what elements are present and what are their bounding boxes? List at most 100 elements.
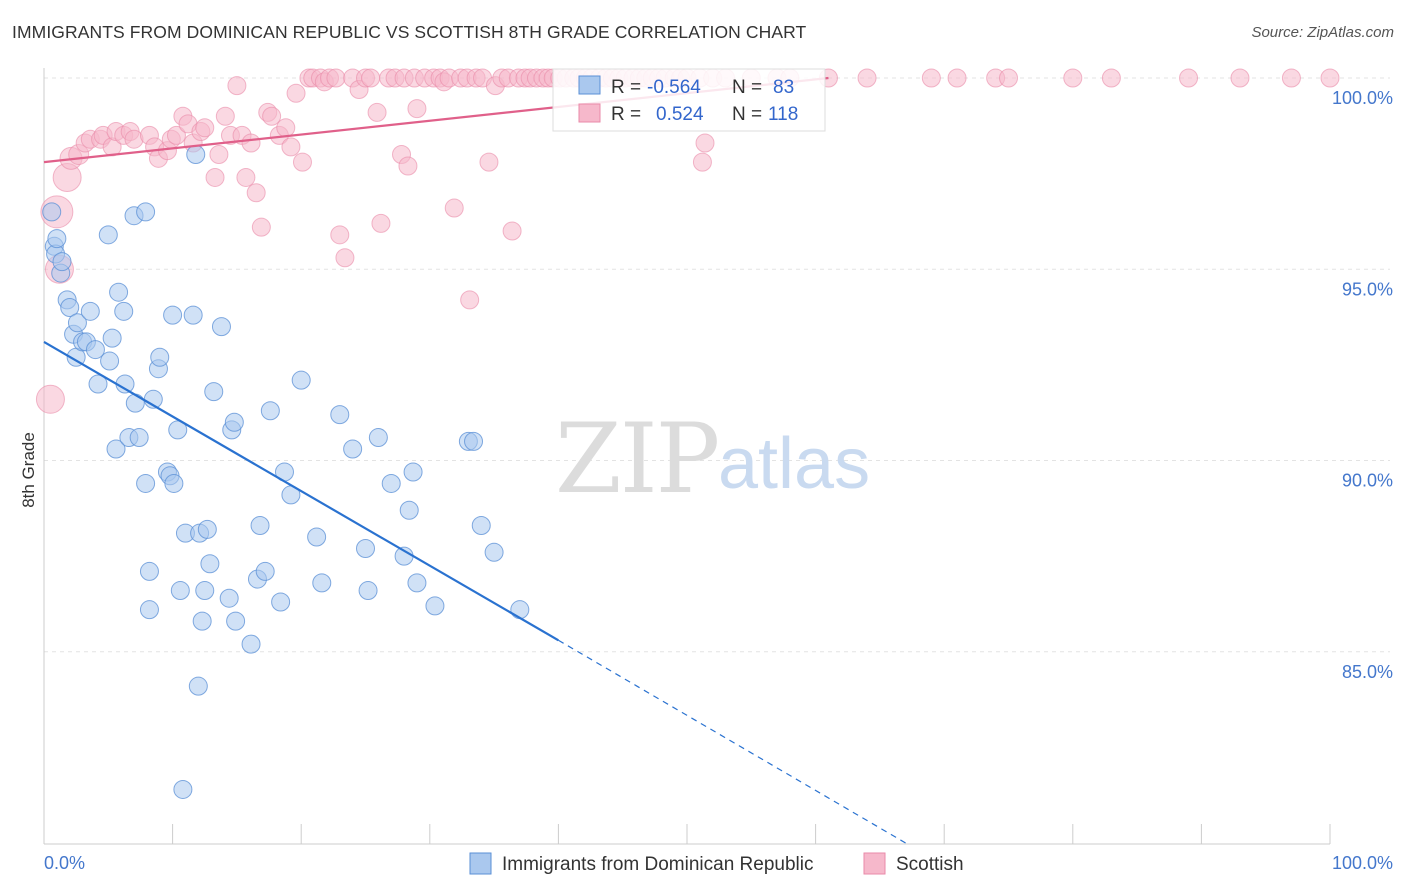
stats-n-value-blue: 83 [773, 77, 794, 98]
dominican-point-69 [368, 428, 388, 448]
scottish-point-108 [692, 152, 712, 172]
scottish-point-49 [330, 225, 350, 245]
scottish-point-72 [460, 290, 480, 310]
stats-n-value-pink: 118 [768, 104, 798, 125]
stats-r-label-pink: R = [611, 104, 641, 125]
dominican-point-68 [358, 581, 378, 601]
scottish-point-124 [1230, 68, 1250, 88]
y-tick-label-0: 100.0% [1332, 88, 1393, 108]
dominican-point-59 [271, 592, 291, 612]
dominican-point-29 [139, 600, 159, 620]
dominican-point-18 [106, 439, 126, 459]
dominican-point-15 [98, 225, 118, 245]
scottish-point-40 [281, 137, 301, 157]
dominican-point-82 [173, 779, 193, 799]
gridlines [44, 77, 1390, 653]
scottish-point-63 [407, 99, 427, 119]
dominican-point-27 [136, 473, 156, 493]
scottish-point-122 [1101, 68, 1121, 88]
dominican-point-44 [192, 611, 212, 631]
dominican-point-77 [464, 431, 484, 451]
dominican-trend-line [43, 340, 559, 642]
dominican-point-64 [312, 573, 332, 593]
dominican-point-53 [226, 611, 246, 631]
dominican-point-20 [114, 301, 134, 321]
stats-n-label-pink: N = [732, 104, 762, 125]
dominican-point-17 [102, 328, 122, 348]
scottish-point-37 [262, 106, 282, 126]
scottish-point-56 [371, 213, 391, 233]
dominican-point-28 [139, 561, 159, 581]
stats-r-label-blue: R = [611, 77, 641, 98]
dominican-point-63 [307, 527, 327, 547]
scottish-point-48 [326, 68, 346, 88]
legend-swatch-dominican [469, 852, 492, 875]
dominican-point-47 [200, 554, 220, 574]
dominican-point-24 [125, 393, 145, 413]
dominican-point-4 [52, 252, 72, 272]
scottish-point-0 [35, 384, 65, 414]
dominican-point-8 [67, 313, 87, 333]
scottish-point-121 [1063, 68, 1083, 88]
chart-source: Source: ZipAtlas.com [1251, 24, 1394, 41]
dominican-point-73 [403, 462, 423, 482]
scottish-point-79 [502, 221, 522, 241]
y-tick-label-2: 90.0% [1342, 471, 1393, 491]
dominican-point-6 [60, 298, 80, 317]
dominican-point-19 [109, 282, 129, 302]
dominican-point-62 [291, 370, 311, 390]
scottish-point-75 [479, 152, 499, 172]
dominican-point-58 [260, 401, 280, 421]
dominican-point-25 [129, 428, 149, 448]
scottish-point-118 [947, 68, 967, 88]
scottish-point-117 [921, 68, 941, 88]
dominican-point-46 [197, 519, 217, 539]
scottish-point-41 [286, 83, 306, 103]
dominican-point-42 [188, 676, 208, 696]
dominican-point-56 [250, 516, 270, 536]
scottish-point-26 [205, 167, 225, 187]
scottish-point-28 [215, 106, 235, 126]
y-axis-label: 8th Grade [19, 432, 38, 508]
scottish-point-27 [209, 145, 229, 164]
dominican-point-54 [241, 634, 261, 654]
scottish-point-54 [361, 68, 381, 88]
dominican-point-40 [183, 305, 203, 325]
scottish-point-32 [236, 167, 256, 187]
dominican-point-32 [150, 347, 170, 367]
y-tick-label-1: 95.0% [1342, 279, 1393, 299]
scottish-point-126 [1320, 68, 1340, 88]
scottish-point-123 [1179, 68, 1199, 88]
legend-label-dominican: Immigrants from Dominican Republic [502, 854, 814, 875]
stats-n-label-blue: N = [732, 77, 762, 98]
scottish-point-34 [246, 183, 266, 203]
scottish-point-120 [999, 68, 1018, 88]
dominican-point-12 [80, 301, 100, 321]
axes [43, 68, 1331, 845]
scottish-point-20 [166, 125, 186, 145]
scottish-point-125 [1281, 68, 1301, 88]
dominican-point-13 [85, 340, 105, 360]
dominican-point-50 [219, 588, 239, 608]
scottish-point-50 [335, 248, 355, 268]
dominican-point-37 [168, 420, 188, 440]
scottish-point-25 [195, 118, 215, 138]
dominican-point-65 [330, 405, 350, 425]
scottish-point-109 [695, 133, 715, 153]
watermark-atlas: atlas [718, 424, 870, 504]
dominican-point-75 [425, 596, 445, 616]
dominican-point-72 [399, 500, 419, 520]
legend-swatch-scottish [863, 852, 886, 875]
axis-ticks: 100.0% 95.0% 90.0% 85.0% 0.0% 100.0% [44, 88, 1393, 873]
legend-label-scottish: Scottish [896, 854, 964, 875]
dominican-point-67 [356, 538, 375, 558]
dominican-point-49 [211, 317, 231, 337]
chart-title: IMMIGRANTS FROM DOMINICAN REPUBLIC VS SC… [12, 22, 807, 42]
dominican-point-79 [484, 542, 504, 562]
dominican-point-14 [88, 374, 108, 394]
watermark-zip: ZIP [555, 403, 718, 515]
scottish-point-39 [276, 118, 296, 138]
scottish-point-55 [367, 102, 387, 122]
scottish-point-30 [227, 76, 247, 96]
dominican-point-74 [407, 573, 427, 593]
